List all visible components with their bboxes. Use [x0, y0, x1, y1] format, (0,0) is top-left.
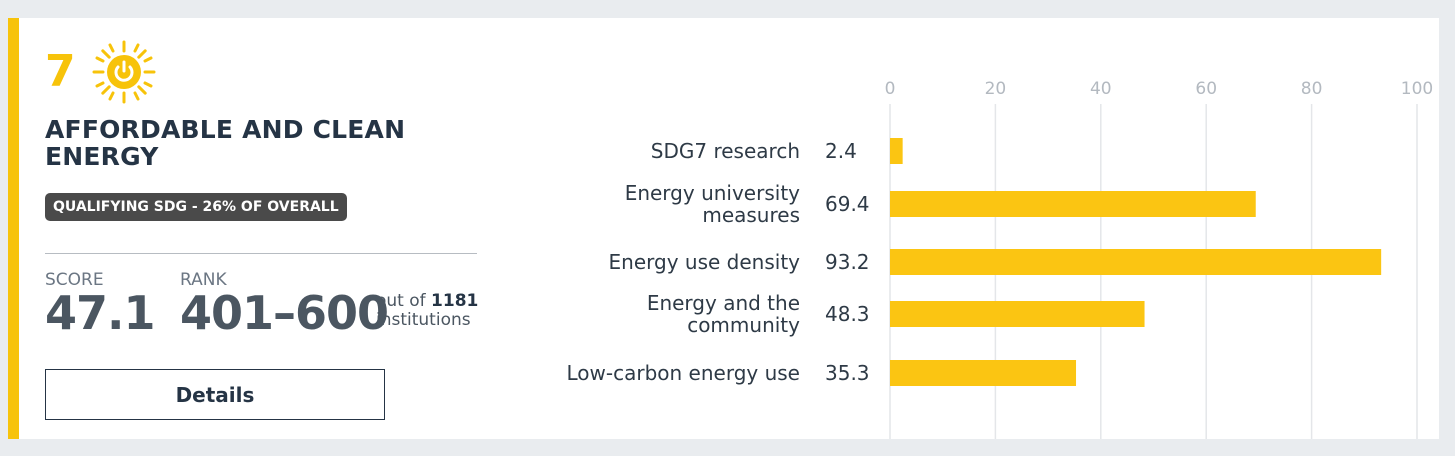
score-value: 47.1 [45, 286, 155, 340]
category-label: Energy use density [609, 250, 801, 274]
x-tick-label: 20 [985, 79, 1007, 99]
x-tick-label: 80 [1301, 79, 1323, 99]
sdg-header: 7 [45, 40, 156, 104]
category-label: Low-carbon energy use [567, 361, 801, 385]
x-tick-label: 100 [1401, 79, 1433, 99]
category-label: SDG7 research [651, 139, 800, 163]
bar [890, 301, 1145, 327]
out-of-count: 1181 [431, 291, 479, 311]
qualifying-badge: QUALIFYING SDG - 26% OF OVERALL [45, 193, 347, 221]
rank-value: 401–600 [180, 286, 389, 340]
category-label: community [687, 313, 800, 337]
bar [890, 249, 1382, 275]
sdg-card: 7 [8, 18, 1439, 439]
sun-power-icon [92, 40, 156, 104]
bar-value-label: 2.4 [825, 139, 857, 163]
bar-value-label: 35.3 [825, 361, 870, 385]
rank-out-of: out of 1181 institutions [376, 292, 478, 330]
category-label: Energy university [625, 181, 800, 205]
sdg-number: 7 [45, 46, 76, 97]
sdg-summary: 7 [45, 18, 485, 439]
out-of-prefix: out of [376, 291, 426, 311]
indicator-bar-chart: 0 20 40 60 80 100 2.4 SDG7 research 69.4 Energy u… [567, 79, 1433, 439]
bar-value-label: 48.3 [825, 302, 870, 326]
details-button[interactable]: Details [45, 369, 385, 420]
sdg-title: AFFORDABLE AND CLEAN ENERGY [45, 115, 406, 171]
bar [890, 138, 903, 164]
divider [45, 253, 477, 254]
x-tick-label: 40 [1090, 79, 1112, 99]
bar [890, 360, 1077, 386]
x-tick-label: 60 [1195, 79, 1217, 99]
bar [890, 191, 1256, 217]
category-label: Energy and the [647, 291, 800, 315]
bar-value-label: 69.4 [825, 192, 870, 216]
rank-label: RANK [180, 270, 227, 290]
score-label: SCORE [45, 270, 104, 290]
category-label: measures [702, 203, 800, 227]
bar-value-label: 93.2 [825, 250, 870, 274]
out-of-suffix: institutions [376, 310, 471, 330]
x-tick-label: 0 [885, 79, 896, 99]
